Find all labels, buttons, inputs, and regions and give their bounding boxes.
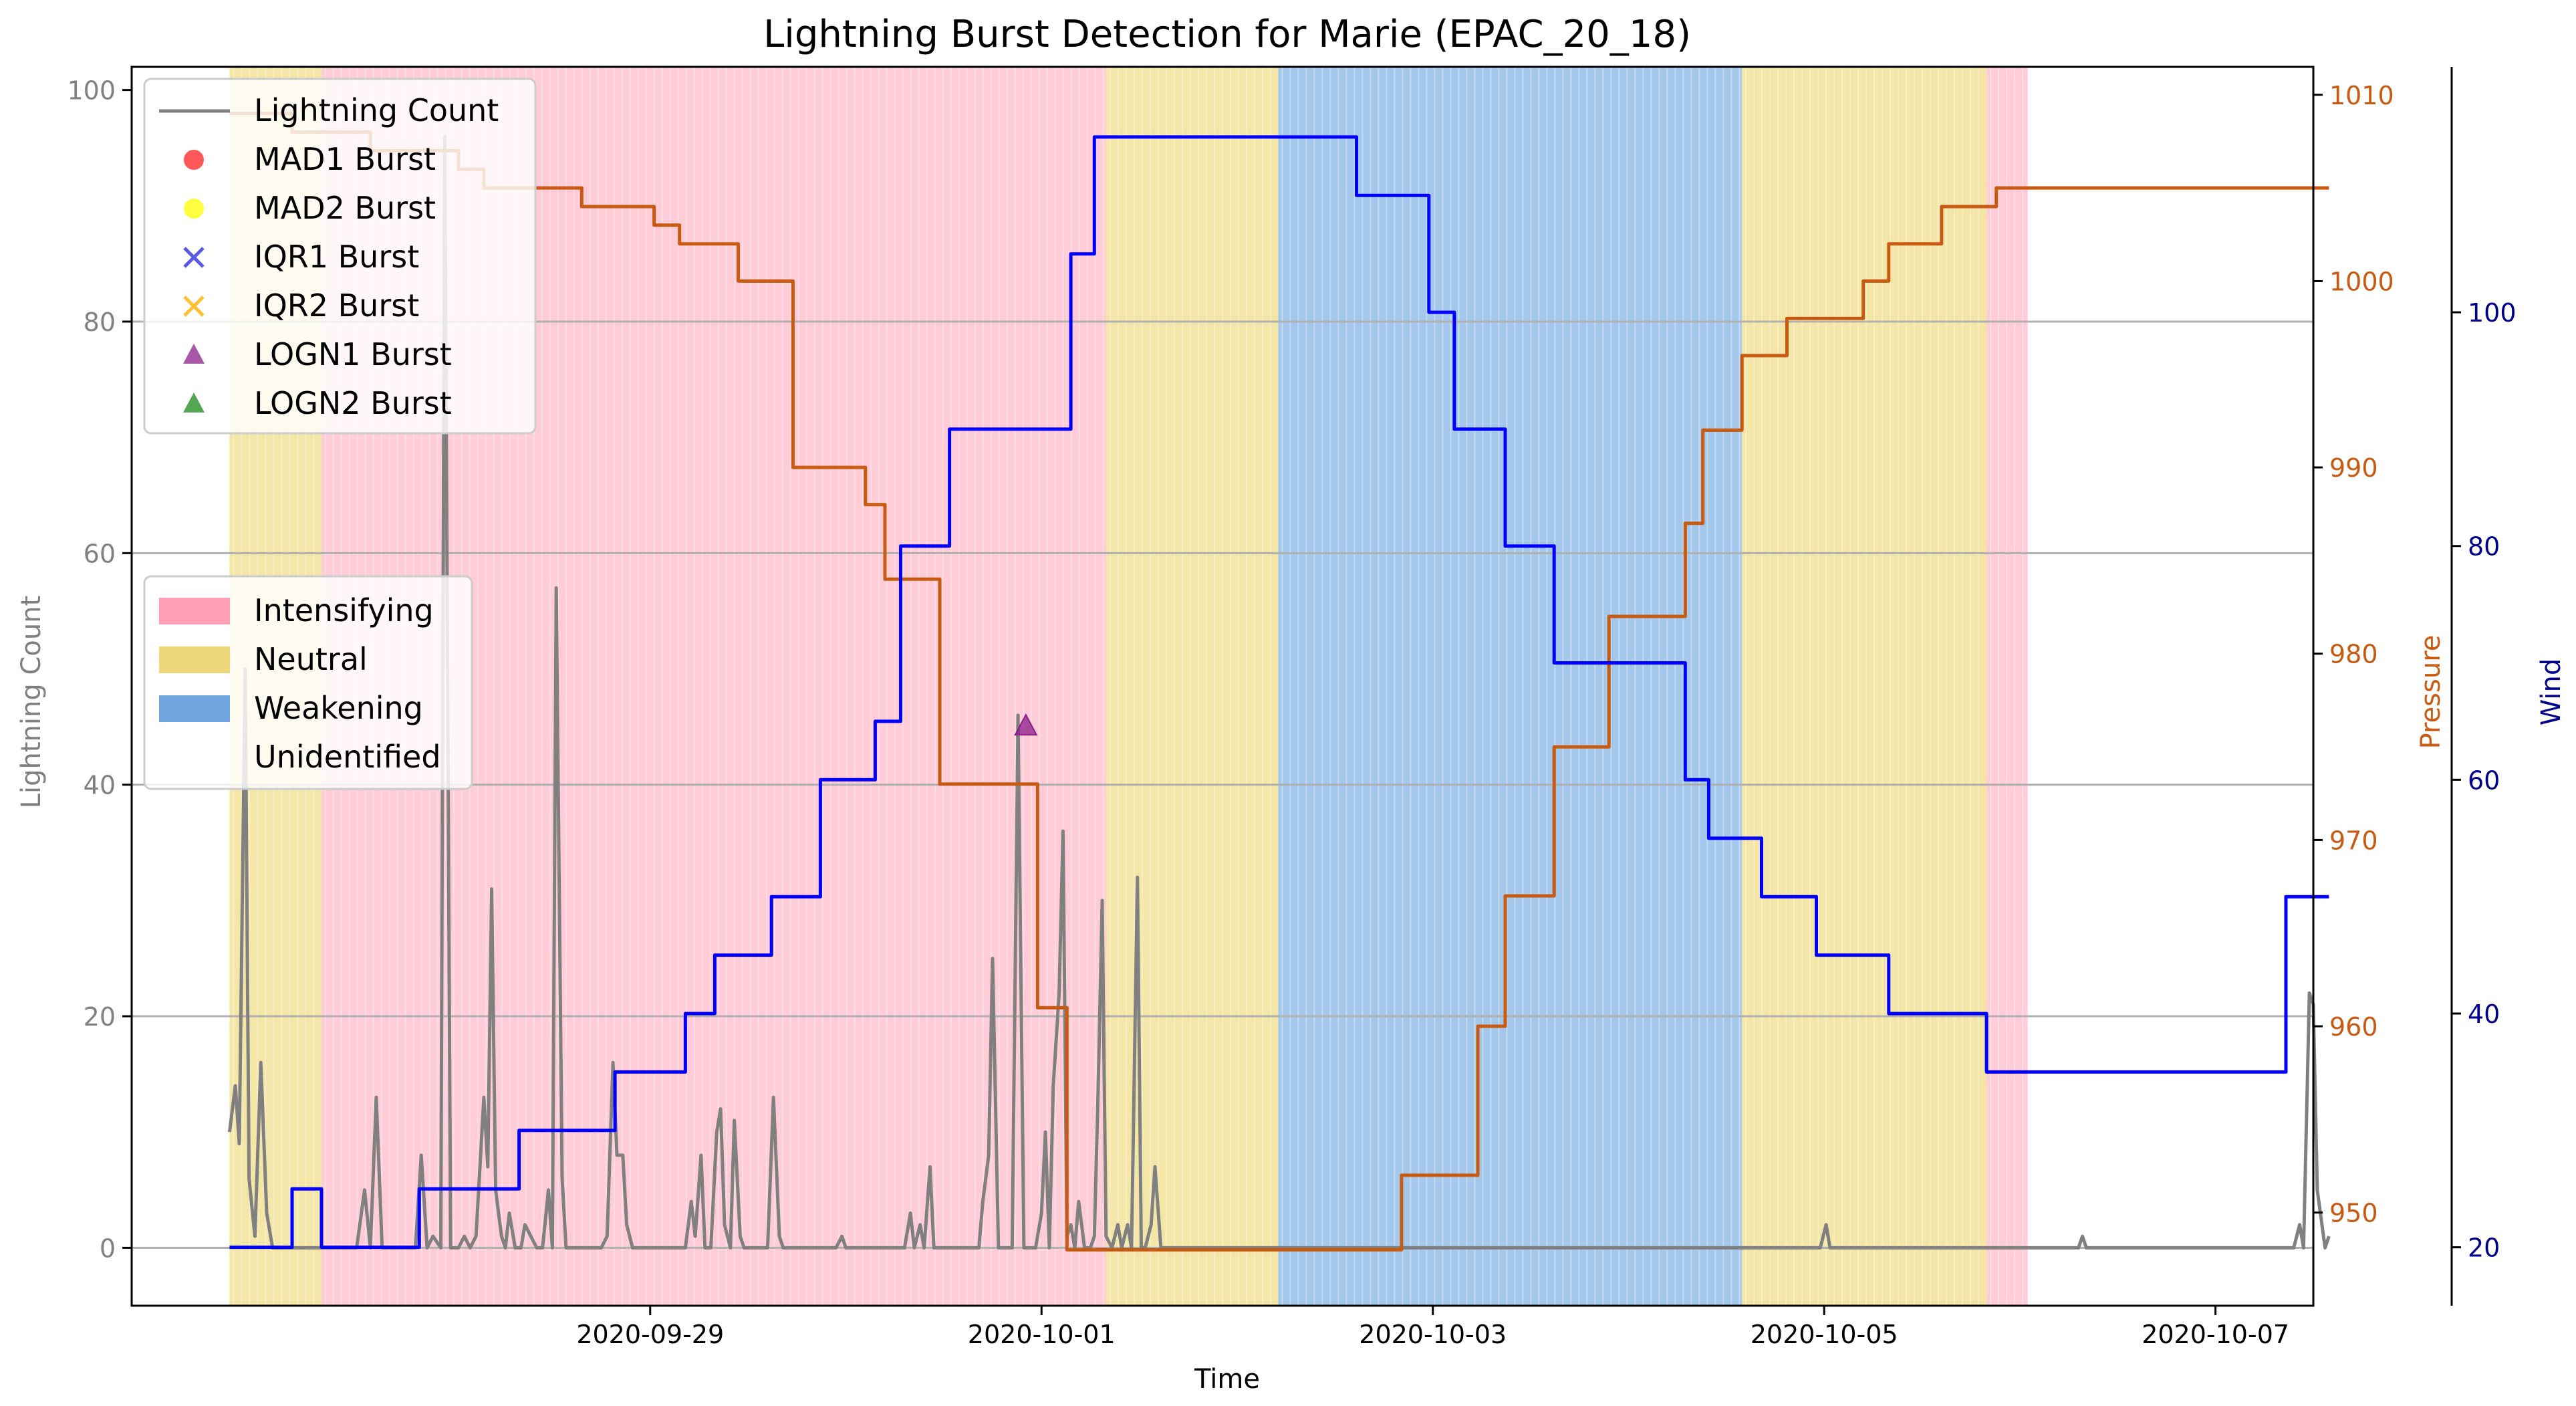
legend-label: Neutral <box>254 641 368 677</box>
phase-band-neutral <box>1742 67 1987 1306</box>
y-tick-label-wind: 80 <box>2468 532 2500 562</box>
y-tick-label-pressure: 970 <box>2329 826 2378 855</box>
legend-series: Lightning Count MAD1 Burst MAD2 Burst IQR1 … <box>143 78 537 435</box>
plot-frame <box>130 66 2315 1307</box>
y-tick-label-lightning: 0 <box>100 1234 116 1263</box>
y-tick-label-lightning: 100 <box>67 76 116 106</box>
y-tick-label-pressure: 1000 <box>2329 267 2394 296</box>
y-tick-label-wind: 100 <box>2468 298 2517 328</box>
y-tick-label-wind: 60 <box>2468 766 2500 795</box>
x-axis-label: Time <box>1194 1364 1260 1395</box>
phase-band-hatch <box>1990 67 2024 1306</box>
y-tick-label-lightning: 40 <box>84 771 116 800</box>
legend-swatch <box>184 199 204 219</box>
legend-swatch <box>159 695 230 722</box>
legend-phases: Intensifying Neutral Weakening Unidentified <box>143 575 473 790</box>
legend-label: Lightning Count <box>254 92 499 128</box>
legend-label: LOGN2 Burst <box>254 385 452 421</box>
legend-label: MAD2 Burst <box>254 190 436 226</box>
burst-marker-logn1-burst <box>1014 713 1038 736</box>
y-axis-label-lightning: Lightning Count <box>16 596 47 809</box>
legend-swatch <box>159 744 230 771</box>
x-tick-label: 2020-10-07 <box>2142 1320 2289 1349</box>
y-axis-label-wind: Wind <box>2536 659 2567 726</box>
data-series <box>227 112 2331 1252</box>
x-tick-label: 2020-10-01 <box>968 1320 1116 1349</box>
y-tick-label-pressure: 980 <box>2329 640 2378 669</box>
x-tick-label: 2020-10-03 <box>1359 1320 1507 1349</box>
phase-band-hatch <box>1109 67 1271 1306</box>
y-tick-label-pressure: 960 <box>2329 1012 2378 1042</box>
phase-bands <box>229 67 2028 1306</box>
x-tick-label: 2020-10-05 <box>1751 1320 1898 1349</box>
y-tick-label-wind: 20 <box>2468 1234 2500 1263</box>
tick-labels: 2020-09-29 2020-10-01 2020-10-03 2020-10-05… <box>67 76 2516 1349</box>
legend-swatch <box>183 344 205 364</box>
legend-label: IQR1 Burst <box>254 239 419 275</box>
legend-swatch <box>184 150 204 170</box>
legend-label: LOGN1 Burst <box>254 336 452 372</box>
legend-swatch <box>183 247 205 268</box>
legend-label: MAD1 Burst <box>254 141 436 177</box>
y-tick-label-wind: 40 <box>2468 1000 2500 1029</box>
legend-label: Weakening <box>254 690 423 726</box>
y-axis-label-pressure: Pressure <box>2416 635 2446 749</box>
series-line-wind <box>229 135 2329 1250</box>
legend-label: Intensifying <box>254 592 434 628</box>
chart-title: Lightning Burst Detection for Marie (EPA… <box>763 13 1691 56</box>
y-tick-label-pressure: 990 <box>2329 453 2378 483</box>
legend-swatch <box>159 598 230 624</box>
legend-swatch <box>183 392 205 413</box>
axes <box>130 66 2453 1307</box>
legend-swatch <box>159 647 230 673</box>
x-tick-label: 2020-09-29 <box>576 1320 724 1349</box>
legend-label: Unidentified <box>254 739 441 775</box>
y-tick-label-pressure: 950 <box>2329 1199 2378 1228</box>
legend-swatch <box>183 296 205 317</box>
phase-band-intensifying <box>1986 67 2028 1306</box>
phase-band-weakening <box>1278 67 1743 1306</box>
legend-phases-box <box>143 575 473 790</box>
series-line-lightning-count <box>227 134 2331 1250</box>
legend-series-box <box>143 78 537 435</box>
y-tick-label-lightning: 20 <box>84 1002 116 1032</box>
phase-band-hatch <box>1745 67 1980 1306</box>
phase-band-hatch <box>1281 67 1741 1306</box>
y-tick-label-lightning: 60 <box>84 539 116 568</box>
y-tick-label-pressure: 1010 <box>2329 81 2394 110</box>
legend-label: IQR2 Burst <box>254 287 419 324</box>
y-tick-label-lightning: 80 <box>84 308 116 337</box>
burst-markers <box>1014 713 1038 736</box>
series-line-pressure <box>229 112 2329 1252</box>
